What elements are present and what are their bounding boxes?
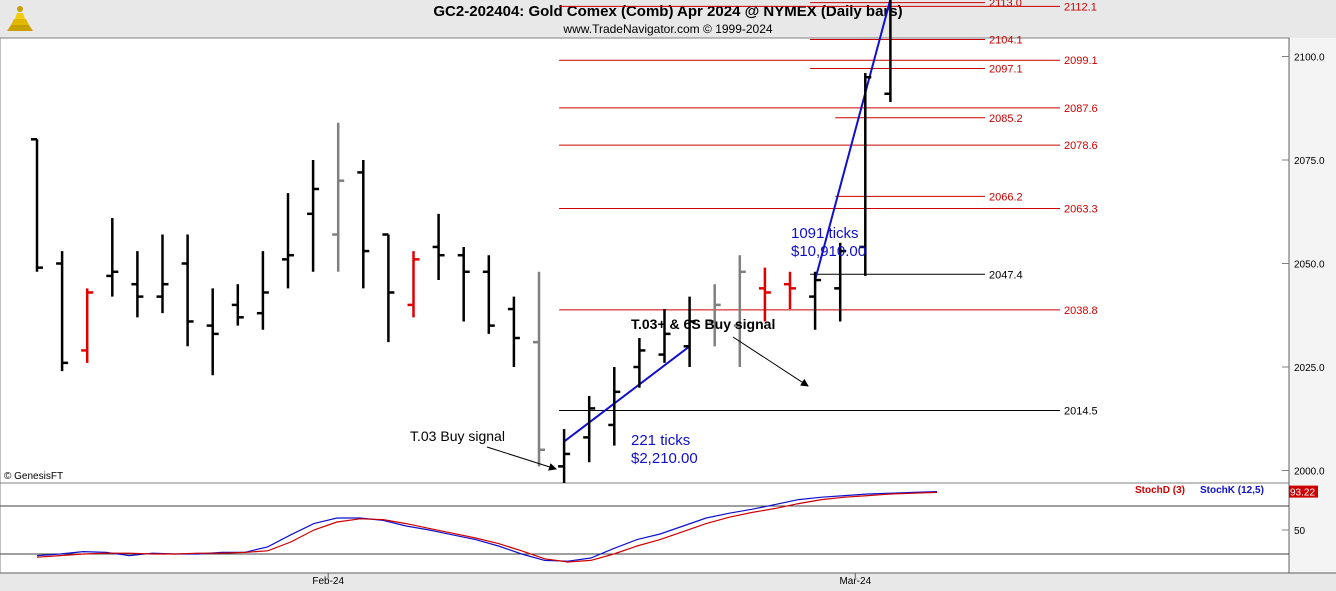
- ohlc-bar: [482, 255, 495, 334]
- red-level-label: 2097.1: [989, 64, 1023, 76]
- red-level-label: 2038.8: [1064, 305, 1098, 317]
- price-tick-label: 2100.0: [1294, 53, 1325, 64]
- red-level-label: 2087.6: [1064, 103, 1098, 115]
- signal2-arrow: [732, 336, 809, 387]
- ohlc-bar: [407, 251, 420, 318]
- ohlc-bar: [784, 271, 796, 310]
- trend-line: [814, 0, 892, 281]
- ohlc-bar: [859, 73, 872, 276]
- ohlc-bar: [156, 234, 169, 314]
- stoch-series-line: [36, 491, 938, 563]
- chart-title: GC2-202404: Gold Comex (Comb) Apr 2024 @…: [433, 3, 903, 20]
- red-level-label: 2078.6: [1064, 140, 1098, 152]
- signal2-label: T.03+ & 6S Buy signal: [631, 316, 775, 332]
- ohlc-bar: [658, 309, 671, 363]
- ohlc-bar: [583, 395, 596, 463]
- ohlc-bar: [558, 429, 571, 483]
- red-level-label: 2112.1: [1064, 1, 1097, 13]
- ohlc-bar: [683, 296, 696, 367]
- price-bars: [31, 0, 892, 483]
- copyright-label: © GenesisFT: [4, 471, 63, 482]
- trend-lines: [563, 0, 892, 443]
- stochd-legend: StochD (3): [1135, 485, 1185, 496]
- price-tick-label: 2050.0: [1294, 260, 1325, 271]
- move2-ticks: 1091 ticks: [791, 225, 859, 242]
- stoch-tick-label: 50: [1294, 526, 1306, 537]
- date-axis: Feb-24 Mar-24: [312, 573, 872, 587]
- ohlc-bar: [332, 122, 345, 272]
- ohlc-bar: [809, 271, 822, 330]
- price-tick-label: 2075.0: [1294, 156, 1325, 167]
- ohlc-bar: [106, 217, 119, 297]
- ohlc-bar: [357, 160, 370, 289]
- signal1-arrow: [486, 446, 557, 471]
- stoch-last-box: [1289, 485, 1318, 498]
- ohlc-bar: [282, 193, 294, 289]
- ohlc-bar: [608, 367, 621, 446]
- price-axis: 2000.02025.02050.02075.02100.02125.02150…: [1282, 53, 1325, 478]
- ohlc-bar: [131, 251, 144, 318]
- date-tick-label: Feb-24: [312, 576, 344, 587]
- ohlc-bar: [708, 284, 721, 347]
- ohlc-bar: [533, 271, 545, 467]
- annotations: T.03 Buy signal T.03+ & 6S Buy signal 22…: [4, 225, 1264, 496]
- red-level-label: 2063.3: [1064, 203, 1098, 215]
- ohlc-bar: [884, 0, 892, 103]
- ohlc-bar: [307, 160, 320, 272]
- ohlc-bar: [633, 338, 646, 388]
- red-level-label: 2085.2: [989, 113, 1023, 125]
- red-level-label: 2104.1: [989, 35, 1023, 47]
- ohlc-bar: [206, 288, 219, 376]
- gold-bars-icon: [7, 6, 33, 31]
- move1-value: $2,210.00: [631, 450, 698, 467]
- ohlc-bar: [432, 213, 445, 281]
- stoch-last-label: 93.22: [1290, 488, 1315, 499]
- signal1-label: T.03 Buy signal: [410, 428, 505, 444]
- ohlc-bar: [81, 288, 94, 363]
- ohlc-bar: [733, 255, 746, 367]
- ohlc-bar: [457, 246, 470, 322]
- ohlc-bar: [31, 138, 43, 272]
- red-level-label: 2113.0: [989, 0, 1022, 10]
- ohlc-bar: [181, 234, 194, 347]
- level-lines: 2206.32204.92198.12191.12186.22178.02178…: [559, 0, 1098, 417]
- move1-ticks: 221 ticks: [631, 432, 690, 449]
- ohlc-bar: [758, 267, 771, 322]
- chart-subtitle: www.TradeNavigator.com © 1999-2024: [563, 22, 773, 36]
- price-tick-label: 2000.0: [1294, 467, 1325, 478]
- chart-frame: [0, 37, 1336, 591]
- ohlc-bar: [507, 296, 520, 367]
- date-tick-label: Mar-24: [839, 576, 871, 587]
- black-level-label: 2014.5: [1064, 405, 1098, 417]
- ohlc-bar: [56, 251, 69, 372]
- ohlc-bar: [256, 251, 269, 330]
- stochk-legend: StochK (12,5): [1200, 485, 1264, 496]
- stochastic-panel: 50 93.22: [0, 485, 1318, 563]
- red-level-label: 2099.1: [1064, 55, 1098, 67]
- price-tick-label: 2025.0: [1294, 363, 1325, 374]
- ohlc-bar: [834, 242, 847, 322]
- ohlc-bar: [382, 233, 395, 343]
- trend-line: [563, 345, 691, 443]
- move2-value: $10,910.00: [791, 243, 866, 260]
- black-level-label: 2047.4: [989, 269, 1023, 281]
- red-level-label: 2066.2: [989, 191, 1023, 203]
- ohlc-bar: [231, 284, 244, 326]
